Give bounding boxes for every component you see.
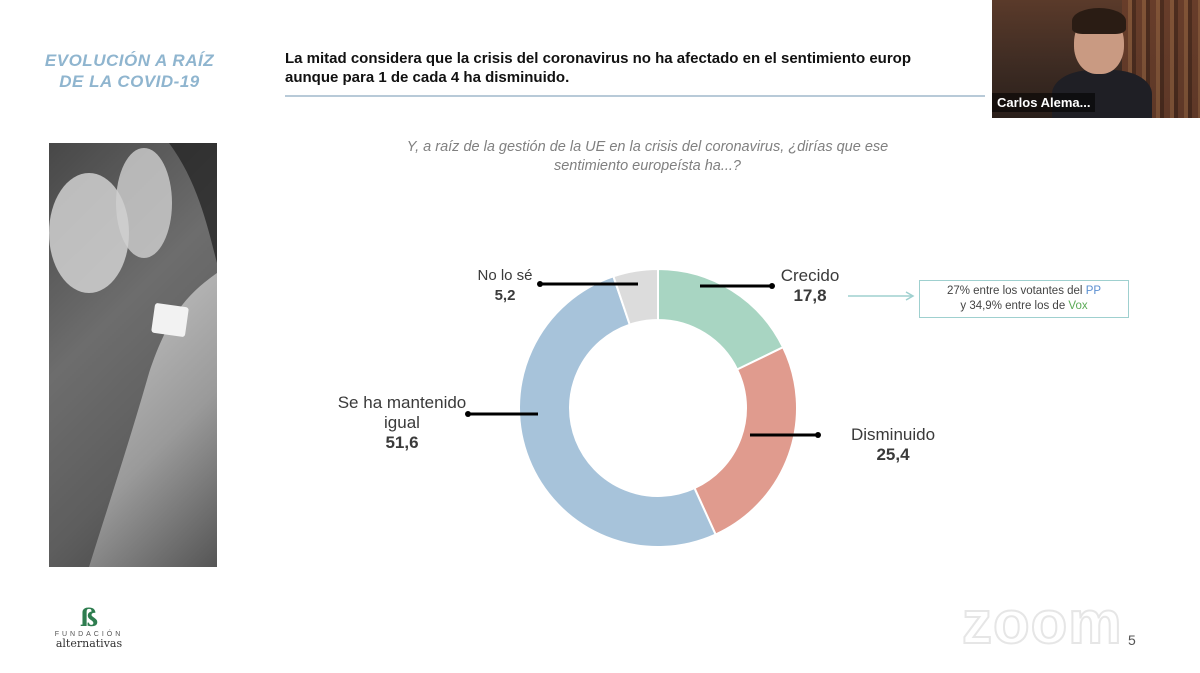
slide-title-line2: DE LA COVID-19 — [59, 72, 200, 91]
slide-title-line1: EVOLUCIÓN A RAÍZ — [44, 51, 215, 70]
survey-question-line1: Y, a raíz de la gestión de la UE en la c… — [406, 139, 889, 155]
label-mantenido: Se ha mantenido igual 51,6 — [312, 393, 492, 453]
headline-line1: La mitad considera que la crisis del cor… — [285, 50, 912, 67]
survey-question: Y, a raíz de la gestión de la UE en la c… — [355, 138, 940, 176]
donut-slice-disminuido — [693, 345, 798, 536]
callout-line2-text: y 34,9% entre los de — [960, 300, 1069, 312]
donut-slice-se-ha-mantenido-igual — [518, 275, 717, 548]
callout-line2: y 34,9% entre los de Vox — [920, 299, 1128, 314]
label-crecido: Crecido 17,8 — [760, 266, 860, 306]
label-mantenido-line2: igual — [384, 413, 420, 432]
video-thumbnail[interactable]: Carlos Alema... — [992, 0, 1200, 118]
logo-line2: alternativas — [55, 637, 123, 650]
callout-line1: 27% entre los votantes del PP — [920, 284, 1128, 299]
participant-hair — [1072, 8, 1126, 34]
callout-pp: PP — [1085, 285, 1102, 297]
label-disminuido-value: 25,4 — [876, 445, 910, 464]
label-nolose-name: No lo sé — [477, 267, 533, 284]
headline-line2: aunque para 1 de cada 4 ha disminuido. — [285, 69, 570, 86]
label-disminuido: Disminuido 25,4 — [828, 425, 958, 465]
headline-divider — [285, 95, 985, 97]
headline: La mitad considera que la crisis del cor… — [285, 49, 1005, 87]
label-crecido-value: 17,8 — [793, 286, 827, 305]
callout-line1-text: 27% entre los votantes del — [946, 285, 1086, 297]
label-disminuido-name: Disminuido — [850, 425, 936, 444]
label-mantenido-value: 51,6 — [385, 433, 419, 452]
zoom-watermark: zoom — [961, 588, 1123, 657]
label-nolose: No lo sé 5,2 — [455, 266, 555, 306]
label-mantenido-line1: Se ha mantenido — [337, 393, 467, 412]
leader-lines — [465, 281, 915, 438]
survey-question-line2: sentimiento europeísta ha...? — [553, 158, 741, 174]
label-nolose-value: 5,2 — [494, 287, 516, 304]
label-crecido-name: Crecido — [780, 266, 840, 285]
logo-line1: FUNDACIÓN — [54, 631, 124, 638]
logo-mark: ß — [79, 603, 99, 632]
fundacion-alternativas-logo: ß FUNDACIÓN alternativas — [44, 605, 134, 650]
vaccine-arm-photo — [49, 143, 217, 567]
slide-title: EVOLUCIÓN A RAÍZ DE LA COVID-19 — [22, 50, 237, 92]
callout-vox: Vox — [1068, 300, 1088, 312]
page-number: 5 — [1128, 632, 1136, 648]
participant-name: Carlos Alema... — [992, 93, 1096, 112]
party-callout-box: 27% entre los votantes del PP y 34,9% en… — [919, 280, 1129, 318]
